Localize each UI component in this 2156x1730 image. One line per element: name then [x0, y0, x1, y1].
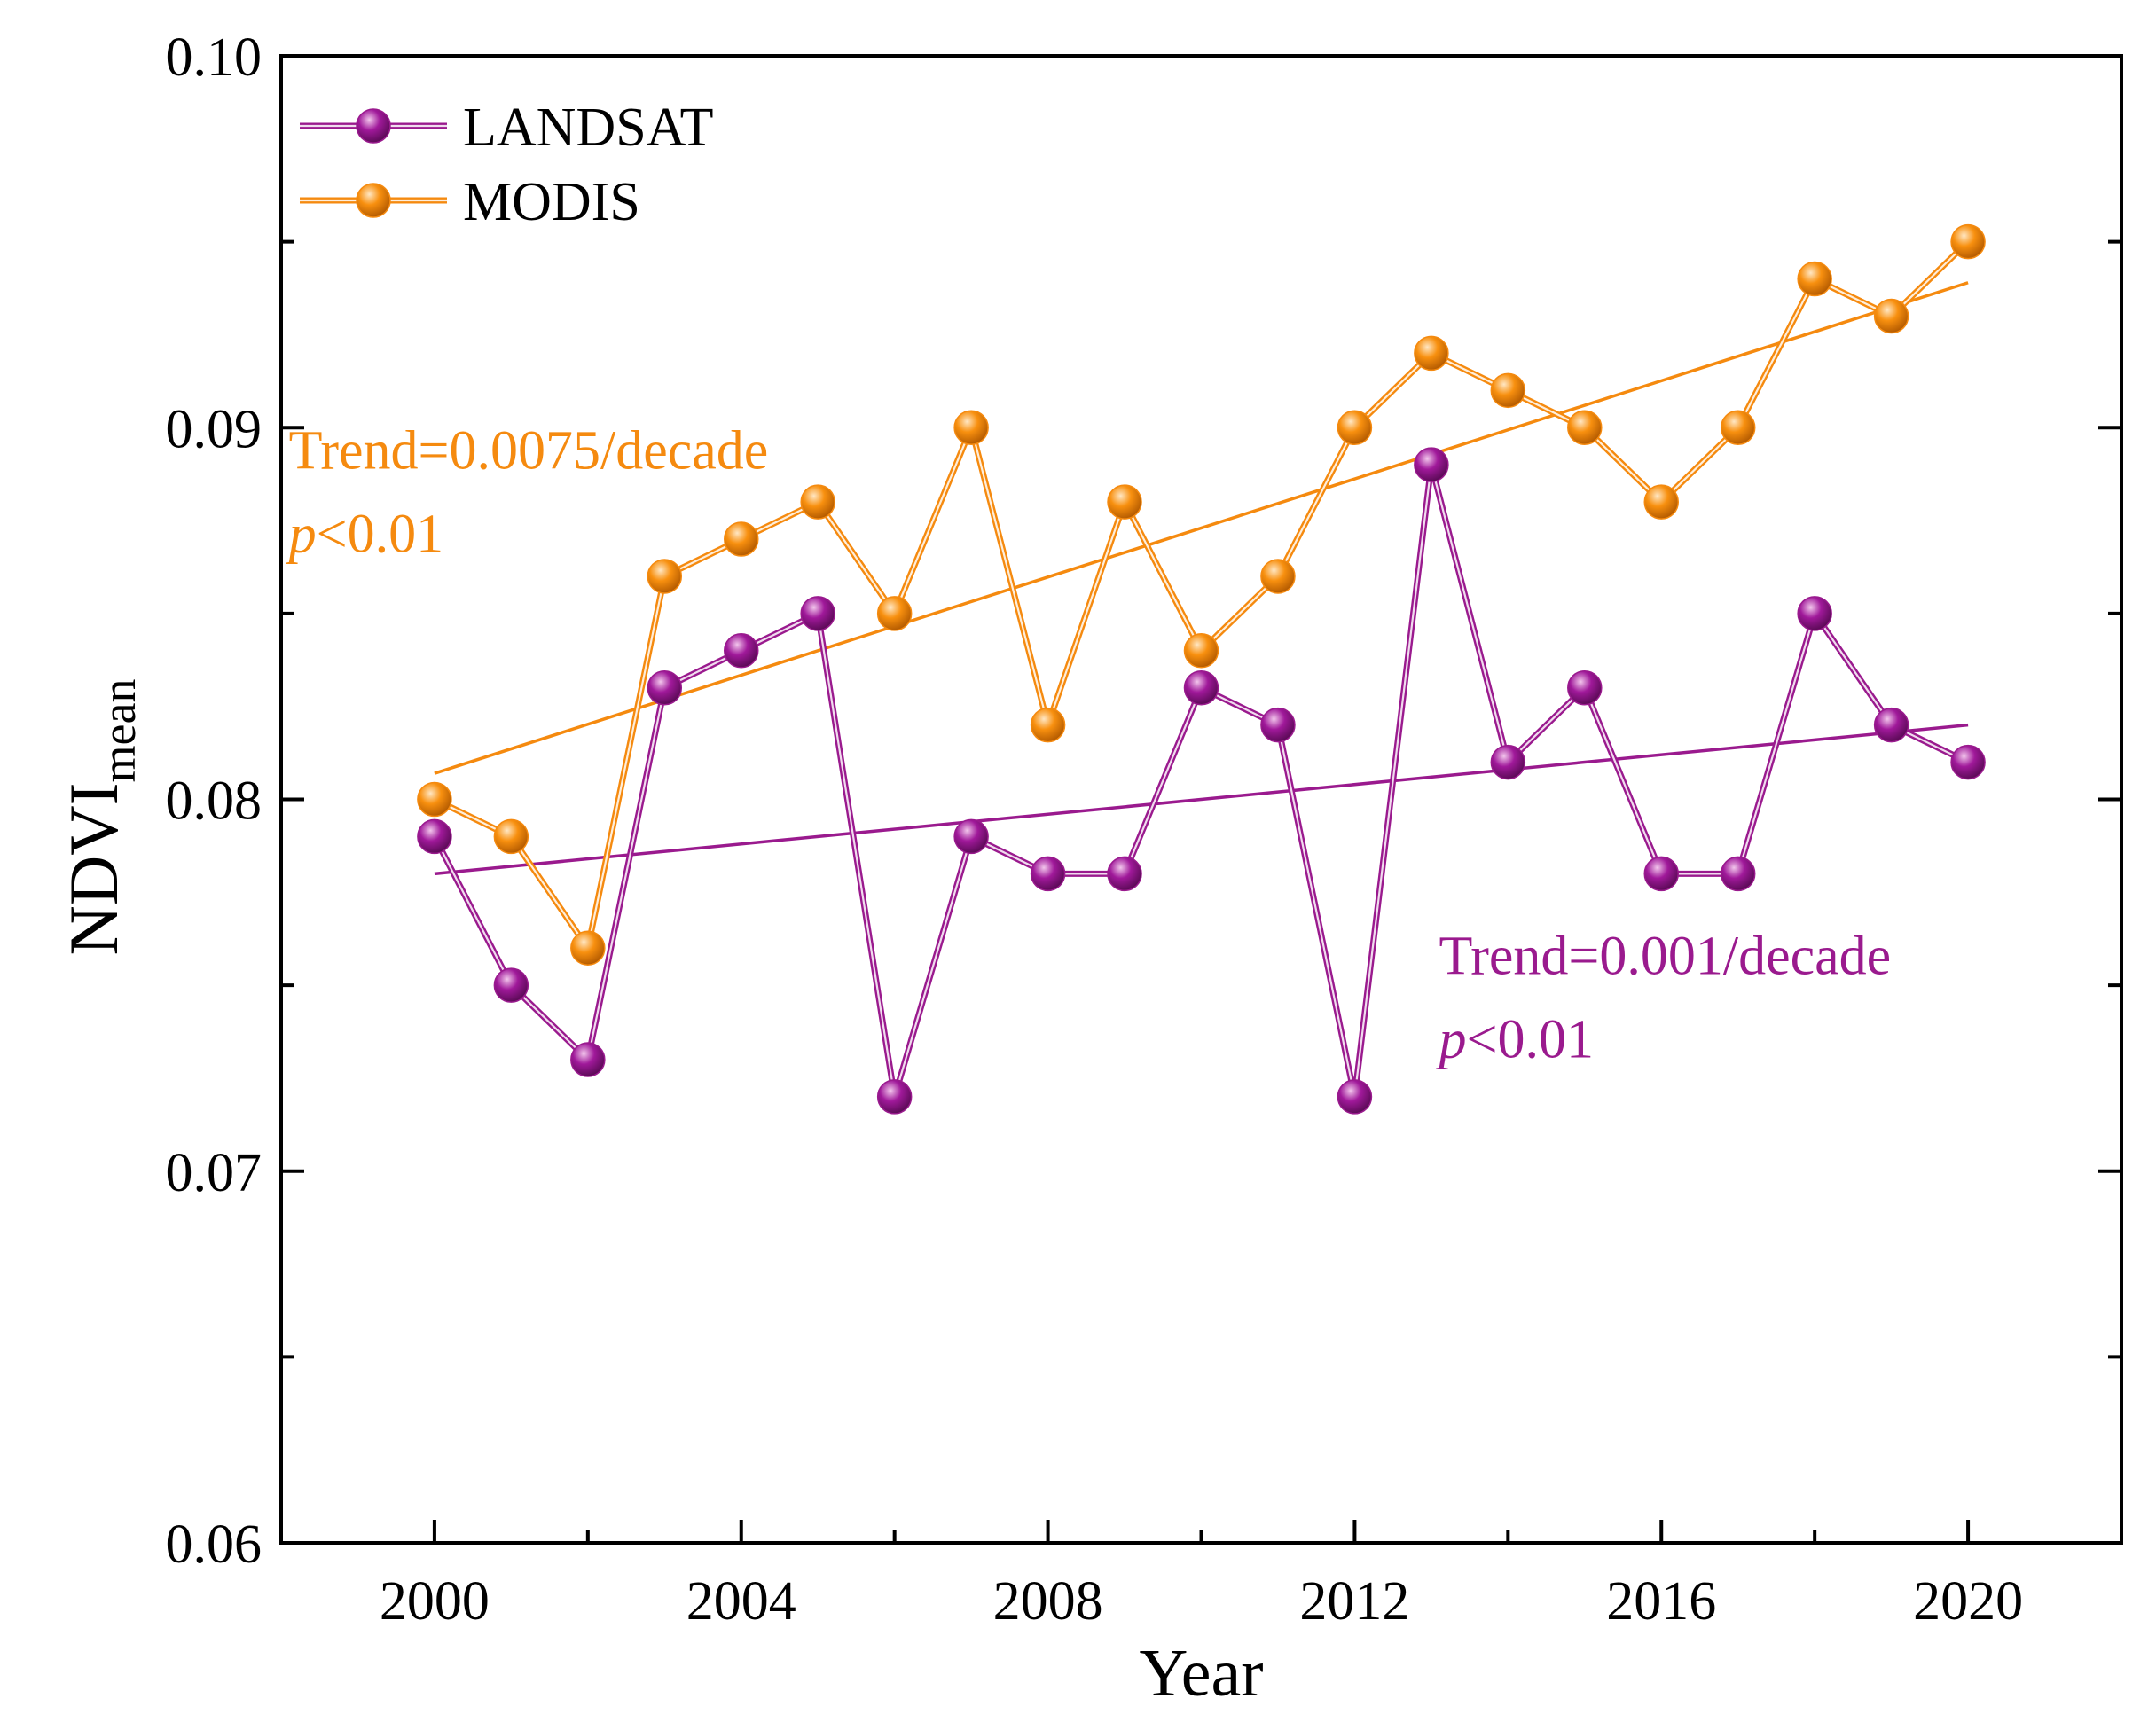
data-point-landsat	[1643, 856, 1679, 892]
y-axis-title-main: NDVI	[55, 782, 132, 955]
p-symbol: p	[1436, 1010, 1467, 1070]
annotation-layer: Trend=0.001/decadep<0.01Trend=0.0075/dec…	[286, 420, 1892, 1069]
data-point-modis	[1260, 559, 1296, 594]
p-value: <0.01	[1467, 1010, 1594, 1070]
y-axis-title: NDVImean	[55, 679, 145, 956]
data-point-landsat	[724, 633, 759, 669]
data-point-landsat	[1873, 707, 1909, 743]
series-layer	[417, 223, 1986, 1115]
data-point-modis	[953, 410, 989, 445]
plot-frame	[279, 54, 2123, 1545]
p-symbol: p	[286, 504, 317, 564]
data-point-landsat	[417, 818, 452, 855]
data-point-modis	[1950, 223, 1986, 260]
data-point-modis	[1873, 298, 1909, 334]
x-tick-label: 2012	[1299, 1571, 1409, 1632]
data-point-landsat	[1107, 856, 1142, 892]
data-point-landsat	[1260, 707, 1296, 743]
data-point-modis	[1183, 633, 1219, 669]
data-point-landsat	[953, 818, 989, 855]
x-tick-label: 2004	[686, 1571, 796, 1632]
data-point-landsat	[1414, 447, 1449, 482]
data-point-modis	[1643, 484, 1679, 520]
data-point-landsat	[876, 1079, 913, 1115]
data-point-modis	[1414, 335, 1449, 372]
data-point-modis	[647, 559, 683, 594]
data-point-landsat	[1720, 856, 1756, 892]
data-point-modis	[1107, 484, 1142, 520]
data-point-modis	[1030, 707, 1066, 743]
data-point-modis	[1797, 261, 1832, 297]
legend-label-landsat: LANDSAT	[463, 98, 713, 158]
data-point-landsat	[1567, 669, 1603, 706]
p-value: <0.01	[317, 504, 443, 564]
p-value-annotation-modis: p<0.01	[286, 504, 443, 564]
p-value-annotation-landsat: p<0.01	[1436, 1010, 1594, 1070]
trend-line-layer	[434, 281, 1969, 876]
data-point-landsat	[570, 1042, 606, 1077]
data-point-modis	[876, 596, 913, 631]
x-tick-label: 2020	[1913, 1571, 2023, 1632]
data-point-modis	[1720, 410, 1756, 445]
legend-marker-modis	[356, 183, 391, 218]
x-tick-label: 2008	[993, 1571, 1103, 1632]
x-tick-label: 2000	[380, 1571, 490, 1632]
data-point-landsat	[1337, 1079, 1373, 1115]
data-point-modis	[1567, 410, 1603, 445]
data-point-modis	[1337, 410, 1373, 445]
data-point-landsat	[1183, 669, 1219, 706]
legend-label-modis: MODIS	[463, 172, 640, 232]
data-point-landsat	[1490, 744, 1526, 780]
data-point-landsat	[647, 669, 683, 706]
y-tick-label: 0.09	[166, 399, 263, 459]
y-axis-title-subscript: mean	[92, 679, 145, 783]
legend-marker-landsat	[356, 108, 391, 144]
trend-line-landsat	[434, 723, 1969, 876]
data-point-modis	[1490, 372, 1526, 409]
data-point-landsat	[1030, 856, 1066, 892]
data-point-modis	[417, 781, 452, 818]
data-point-modis	[493, 818, 529, 855]
series-line-modis	[433, 239, 1971, 951]
y-tick-label: 0.08	[166, 771, 263, 832]
x-tick-label: 2016	[1606, 1571, 1716, 1632]
data-point-landsat	[493, 967, 529, 1003]
trend-line-modis	[434, 281, 1969, 775]
y-tick-label: 0.07	[166, 1143, 263, 1203]
y-tick-label: 0.10	[166, 27, 263, 88]
data-point-modis	[800, 484, 835, 520]
data-point-modis	[724, 521, 759, 557]
trend-annotation-modis: Trend=0.0075/decade	[289, 420, 769, 481]
data-point-landsat	[800, 596, 835, 631]
series-line-highlight-modis	[434, 240, 1969, 950]
trend-annotation-landsat: Trend=0.001/decade	[1439, 927, 1892, 987]
y-tick-label: 0.06	[166, 1515, 263, 1575]
data-point-landsat	[1950, 744, 1986, 780]
label-layer: 0.06 0.07 0.08 0.09 0.10 2000 2004 2008 2012 2016…	[55, 27, 2023, 1710]
x-axis-title: Year	[1139, 1636, 1263, 1710]
legend: LANDSAT MODIS	[300, 98, 713, 232]
tick-layer	[281, 54, 2121, 1545]
data-point-modis	[570, 930, 606, 966]
data-point-landsat	[1797, 596, 1832, 631]
